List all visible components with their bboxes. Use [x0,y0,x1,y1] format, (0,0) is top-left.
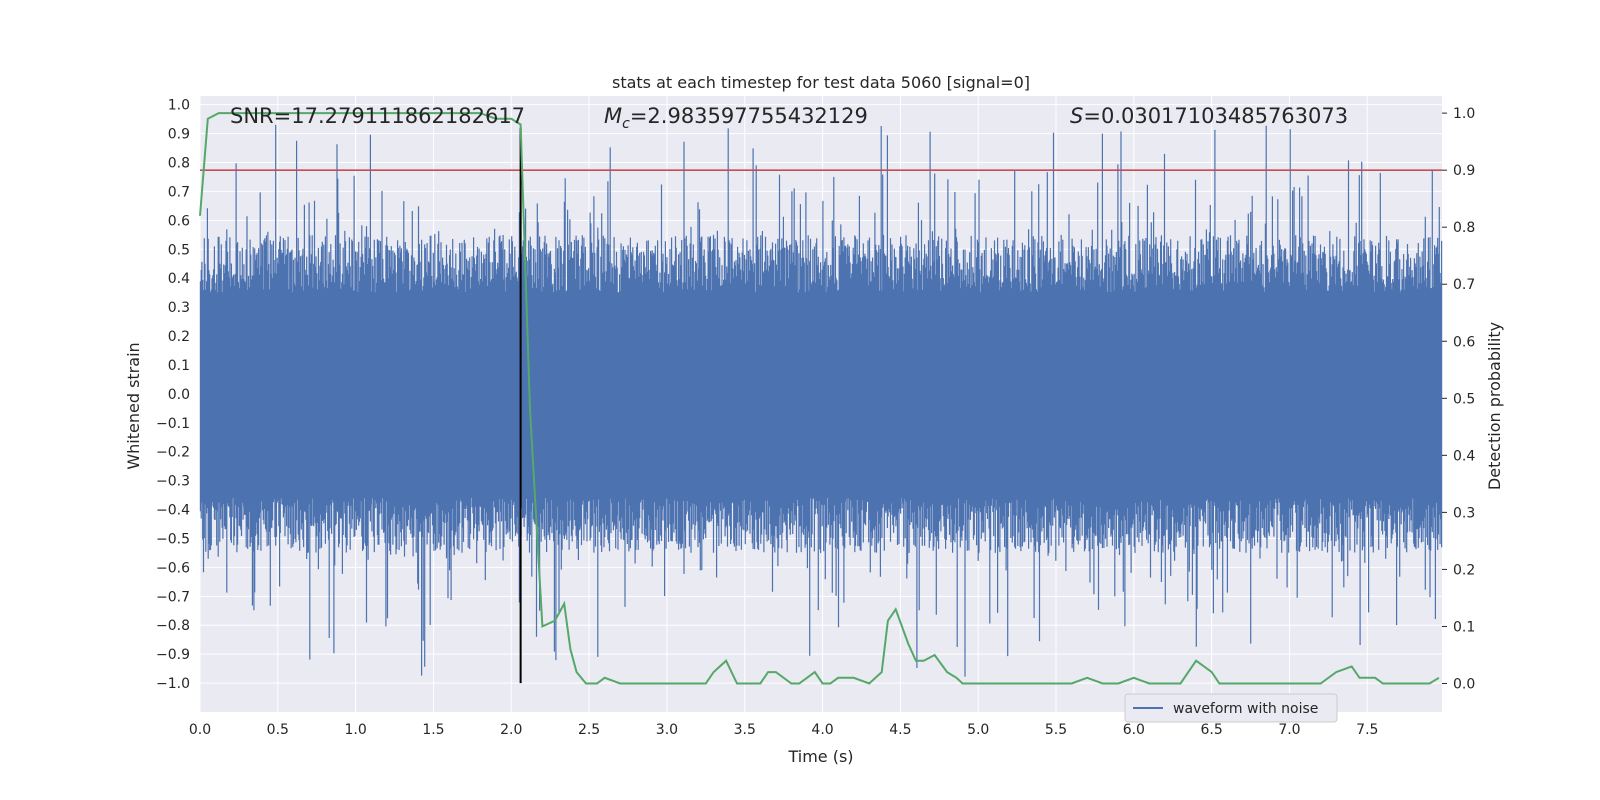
legend: waveform with noise [1124,693,1338,723]
right-y-tick-label: 0.1 [1453,619,1475,635]
s-value: =0.03017103485763073 [1083,104,1348,128]
s-annotation: S=0.03017103485763073 [1070,104,1348,128]
left-y-tick-label: 0.5 [168,242,190,258]
left-y-tick-label: −0.5 [156,531,190,547]
chirp-mass-symbol: M [604,104,622,128]
right-y-tick-label: 0.0 [1453,676,1475,692]
left-y-tick-label: 0.0 [168,387,190,403]
left-y-tick-label: 0.2 [168,329,190,345]
x-tick-label: 0.0 [189,722,211,738]
left-y-tick-label: 0.1 [168,358,190,374]
x-tick-label: 7.0 [1278,722,1300,738]
chart-title: stats at each timestep for test data 506… [612,73,1030,92]
left-y-tick-label: 0.4 [168,271,190,287]
left-y-tick-label: 0.9 [168,127,190,143]
x-tick-label: 2.5 [578,722,600,738]
right-y-tick-label: 0.9 [1453,163,1475,179]
right-y-tick-label: 0.3 [1453,505,1475,521]
left-y-tick-label: −0.9 [156,647,190,663]
chirp-mass-value: =2.983597755432129 [630,104,868,128]
x-tick-label: 1.5 [422,722,444,738]
overlay-lines [199,112,1442,685]
x-tick-labels: 0.0 0.5 1.0 1.5 2.0 2.5 3.0 3.5 4.0 4.5 5.0 5.5 6.0 6… [189,722,1379,738]
left-y-tick-label: 0.6 [168,213,190,229]
right-y-tick-label: 0.4 [1453,448,1475,464]
left-y-tick-label: 0.7 [168,184,190,200]
x-axis-title: Time (s) [787,747,853,766]
left-y-tick-label: −0.8 [156,618,190,634]
left-y-tick-labels: 1.0 0.9 0.8 0.7 0.6 0.5 0.4 0.3 0.2 0.1 0.0 −0.1 −0.… [156,98,190,692]
right-y-tick-label: 0.8 [1453,220,1475,236]
x-tick-label: 3.0 [656,722,678,738]
left-y-tick-label: 0.3 [168,300,190,316]
left-y-tick-label: −0.2 [156,445,190,461]
right-y-axis-title: Detection probability [1485,322,1504,490]
x-tick-label: 1.0 [345,722,367,738]
x-tick-label: 6.0 [1123,722,1145,738]
right-y-tick-labels: 1.0 0.9 0.8 0.7 0.6 0.5 0.4 0.3 0.2 0.1 0.0 [1442,106,1475,692]
right-y-tick-label: 0.5 [1453,391,1475,407]
x-tick-label: 6.5 [1201,722,1223,738]
x-tick-label: 5.5 [1045,722,1067,738]
right-y-tick-label: 0.6 [1453,334,1475,350]
left-y-tick-label: −0.3 [156,474,190,490]
chirp-mass-annotation: Mc=2.983597755432129 [604,104,868,132]
chirp-mass-subscript: c [622,116,630,132]
left-y-tick-label: −0.1 [156,416,190,432]
snr-annotation: SNR=17.279111862182617 [230,104,525,128]
legend-box [1124,693,1338,723]
left-y-tick-label: −0.6 [156,560,190,576]
legend-label: waveform with noise [1173,701,1318,717]
x-tick-label: 3.5 [734,722,756,738]
left-y-tick-label: −0.7 [156,589,190,605]
s-symbol: S [1070,104,1083,128]
x-tick-label: 0.5 [267,722,289,738]
probability-curve [199,112,1440,685]
x-tick-label: 5.0 [967,722,989,738]
x-tick-label: 7.5 [1356,722,1378,738]
left-y-tick-label: −0.4 [156,503,190,519]
right-y-tick-label: 1.0 [1453,106,1475,122]
x-tick-label: 2.0 [500,722,522,738]
left-y-axis-title: Whitened strain [124,342,143,469]
left-y-tick-label: 1.0 [168,98,190,114]
right-y-tick-label: 0.7 [1453,277,1475,293]
left-y-tick-label: −1.0 [156,676,190,692]
x-tick-label: 4.0 [811,722,833,738]
x-tick-label: 4.5 [889,722,911,738]
waveform-series [199,124,1443,677]
waveform-trace [199,124,1443,677]
right-y-tick-label: 0.2 [1453,562,1475,578]
left-y-tick-label: 0.8 [168,156,190,172]
